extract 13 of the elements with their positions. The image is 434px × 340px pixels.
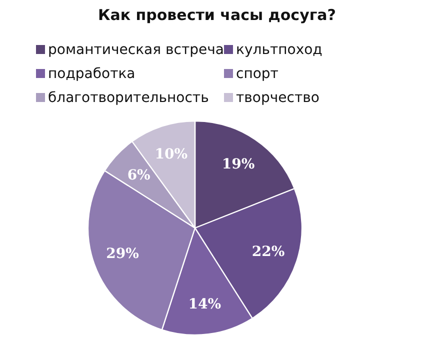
data-label: 6% xyxy=(127,167,150,184)
legend-label: благотворительность xyxy=(48,90,209,106)
legend-label: подработка xyxy=(48,66,136,82)
legend-label: творчество xyxy=(236,90,320,106)
data-label: 29% xyxy=(106,246,139,262)
legend-label: романтическая встреча xyxy=(48,42,224,58)
legend-label: спорт xyxy=(236,66,278,82)
data-label: 19% xyxy=(222,156,255,172)
data-label: 22% xyxy=(252,244,285,260)
data-label: 10% xyxy=(154,146,188,163)
chart-title: Как провести часы досуга? xyxy=(98,6,336,24)
data-label: 14% xyxy=(188,296,222,312)
legend-label: культпоход xyxy=(236,42,322,58)
